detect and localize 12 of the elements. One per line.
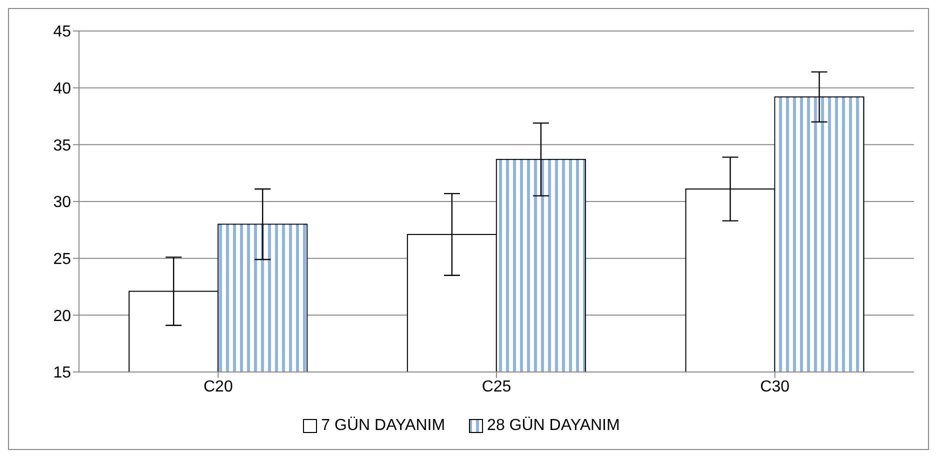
y-tick-label: 45 [53,24,72,41]
x-tick-label: C30 [760,378,790,396]
y-tick-label: 25 [53,251,72,268]
legend-label: 7 GÜN DAYANIM [320,417,446,435]
legend-label: 28 GÜN DAYANIM [486,417,620,435]
y-tick-label: 30 [53,194,72,212]
y-tick-label: 20 [53,308,72,325]
y-tick-label: 35 [53,137,72,154]
y-tick-label: 40 [53,80,72,98]
x-tick-label: C20 [203,378,233,396]
x-tick-label: C25 [482,378,512,396]
y-tick-label: 15 [53,364,72,382]
